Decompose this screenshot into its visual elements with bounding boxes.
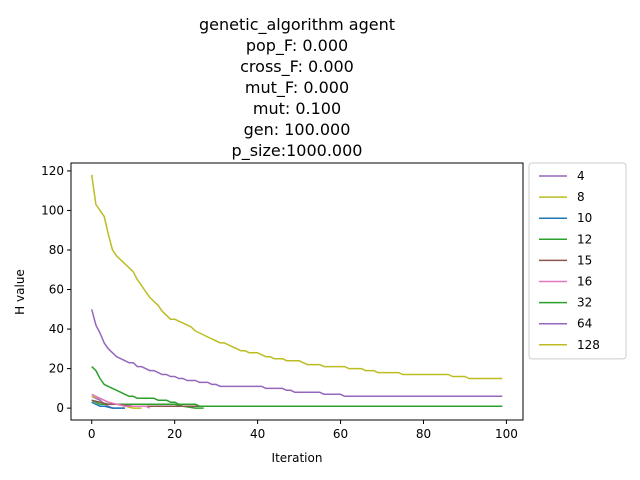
legend-label: 128: [577, 338, 600, 352]
chart-title-line: cross_F: 0.000: [240, 57, 354, 77]
legend-label: 8: [577, 190, 585, 204]
x-tick-label: 60: [333, 427, 348, 441]
plot-frame: [70, 162, 524, 421]
chart-title-line: mut: 0.100: [253, 99, 341, 118]
y-tick-label: 60: [49, 283, 64, 297]
chart-title-line: gen: 100.000: [244, 120, 351, 139]
series-line-16: [91, 393, 151, 409]
x-axis-label: Iteration: [272, 451, 323, 465]
x-tick-label: 80: [416, 427, 431, 441]
y-axis: 0 20 40 60 80 100 120: [41, 164, 71, 415]
legend-label: 64: [577, 317, 592, 331]
legend: 4 8 10 12 15 16 32 64 128: [528, 162, 627, 360]
x-axis: 0 20 40 60 80 100: [88, 420, 518, 441]
chart-title-line: mut_F: 0.000: [245, 78, 349, 98]
legend-label: 10: [577, 211, 592, 225]
y-tick-label: 0: [56, 401, 64, 415]
legend-box: [528, 162, 627, 360]
x-tick-label: 0: [88, 427, 96, 441]
y-tick-label: 40: [49, 322, 64, 336]
plot-lines: [90, 174, 503, 409]
y-tick-label: 100: [41, 203, 64, 217]
legend-label: 16: [577, 275, 592, 289]
legend-label: 4: [577, 169, 585, 183]
y-tick-label: 80: [49, 243, 64, 257]
chart-title-line: p_size:1000.000: [232, 141, 363, 161]
x-tick-label: 20: [167, 427, 182, 441]
series-line-10: [91, 401, 125, 409]
series-line-32: [91, 366, 503, 407]
x-tick-label: 100: [495, 427, 518, 441]
chart-title-line: genetic_algorithm agent: [199, 15, 395, 35]
legend-label: 32: [577, 296, 592, 310]
legend-label: 15: [577, 253, 592, 267]
series-line-64: [90, 309, 503, 398]
y-axis-label: H value: [13, 269, 27, 315]
legend-label: 12: [577, 232, 592, 246]
y-tick-label: 20: [49, 362, 64, 376]
chart-title-line: pop_F: 0.000: [246, 36, 348, 56]
y-tick-label: 120: [41, 164, 64, 178]
series-line-128: [90, 174, 503, 380]
x-tick-label: 40: [250, 427, 265, 441]
